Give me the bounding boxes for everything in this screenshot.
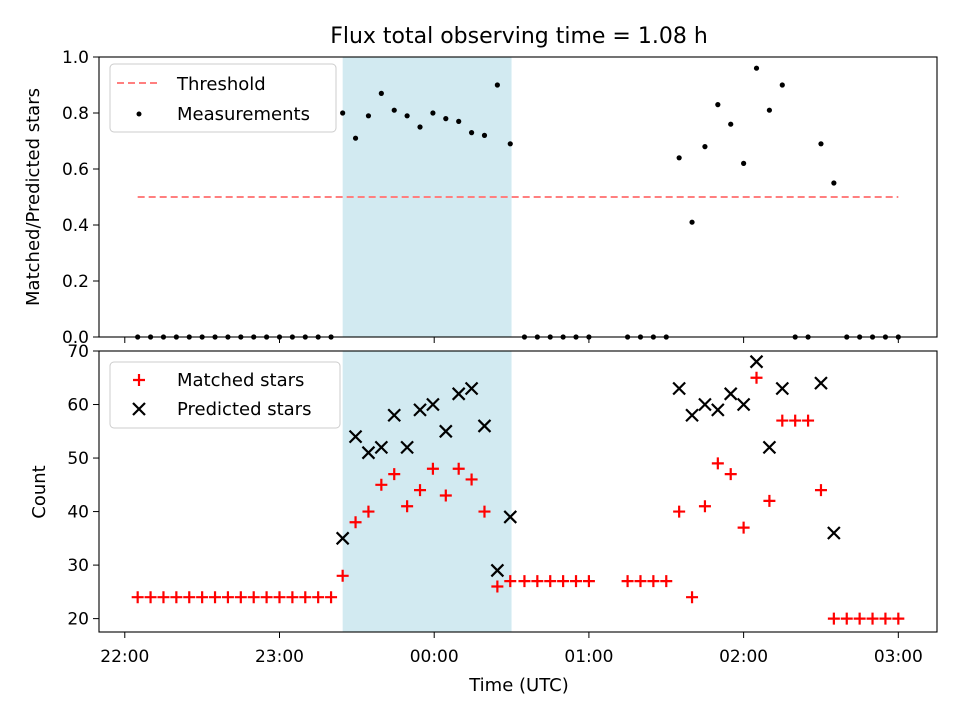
measurements-point — [340, 110, 345, 115]
measurements-point — [379, 91, 384, 96]
bottom-y-tick-label: 70 — [67, 342, 89, 362]
legend-measurements-swatch — [137, 112, 142, 117]
chart-figure: Flux total observing time = 1.08 h 0.00.… — [0, 0, 960, 720]
measurements-point — [831, 180, 836, 185]
x-axis-label: Time (UTC) — [468, 675, 569, 696]
x-tick-label: 01:00 — [564, 647, 613, 667]
bottom-y-tick-label: 40 — [67, 503, 89, 523]
measurements-point — [677, 155, 682, 160]
legend-predicted-label: Predicted stars — [177, 399, 311, 420]
legend-measurements-label: Measurements — [177, 104, 310, 125]
top-y-tick-label: 0.6 — [62, 160, 89, 180]
measurements-point — [353, 136, 358, 141]
measurements-point — [780, 82, 785, 87]
bottom-y-axis-label: Count — [29, 465, 50, 518]
x-tick-label: 22:00 — [100, 647, 149, 667]
measurements-point — [405, 113, 410, 118]
measurements-point — [456, 119, 461, 124]
measurements-point — [741, 161, 746, 166]
measurements-point — [508, 141, 513, 146]
measurements-point — [767, 108, 772, 113]
top-y-tick-label: 0.4 — [62, 216, 89, 236]
bottom-y-tick-label: 20 — [67, 610, 89, 630]
measurements-point — [728, 122, 733, 127]
measurements-point — [818, 141, 823, 146]
measurements-point — [430, 110, 435, 115]
measurements-point — [754, 66, 759, 71]
measurements-point — [715, 102, 720, 107]
x-tick-label: 02:00 — [719, 647, 768, 667]
measurements-point — [689, 220, 694, 225]
measurements-point — [392, 108, 397, 113]
measurements-point — [417, 124, 422, 129]
bottom-shaded-span — [343, 351, 512, 632]
top-y-tick-label: 0.2 — [62, 272, 89, 292]
measurements-point — [495, 82, 500, 87]
bottom-y-tick-label: 30 — [67, 556, 89, 576]
measurements-point — [366, 113, 371, 118]
measurements-point — [469, 130, 474, 135]
top-y-tick-label: 1.0 — [62, 48, 89, 68]
bottom-y-tick-label: 50 — [67, 449, 89, 469]
legend-matched-label: Matched stars — [177, 370, 304, 391]
bottom-legend: Matched stars Predicted stars — [110, 362, 340, 428]
x-tick-label: 00:00 — [410, 647, 459, 667]
top-y-axis-label: Matched/Predicted stars — [23, 88, 44, 306]
measurements-point — [443, 116, 448, 121]
top-legend: Threshold Measurements — [110, 64, 336, 132]
chart-title: Flux total observing time = 1.08 h — [330, 24, 708, 49]
legend-threshold-label: Threshold — [176, 74, 266, 95]
measurements-point — [482, 133, 487, 138]
top-y-tick-label: 0.8 — [62, 104, 89, 124]
x-tick-label: 03:00 — [874, 647, 923, 667]
measurements-point — [702, 144, 707, 149]
bottom-y-tick-label: 60 — [67, 396, 89, 416]
x-tick-label: 23:00 — [255, 647, 304, 667]
